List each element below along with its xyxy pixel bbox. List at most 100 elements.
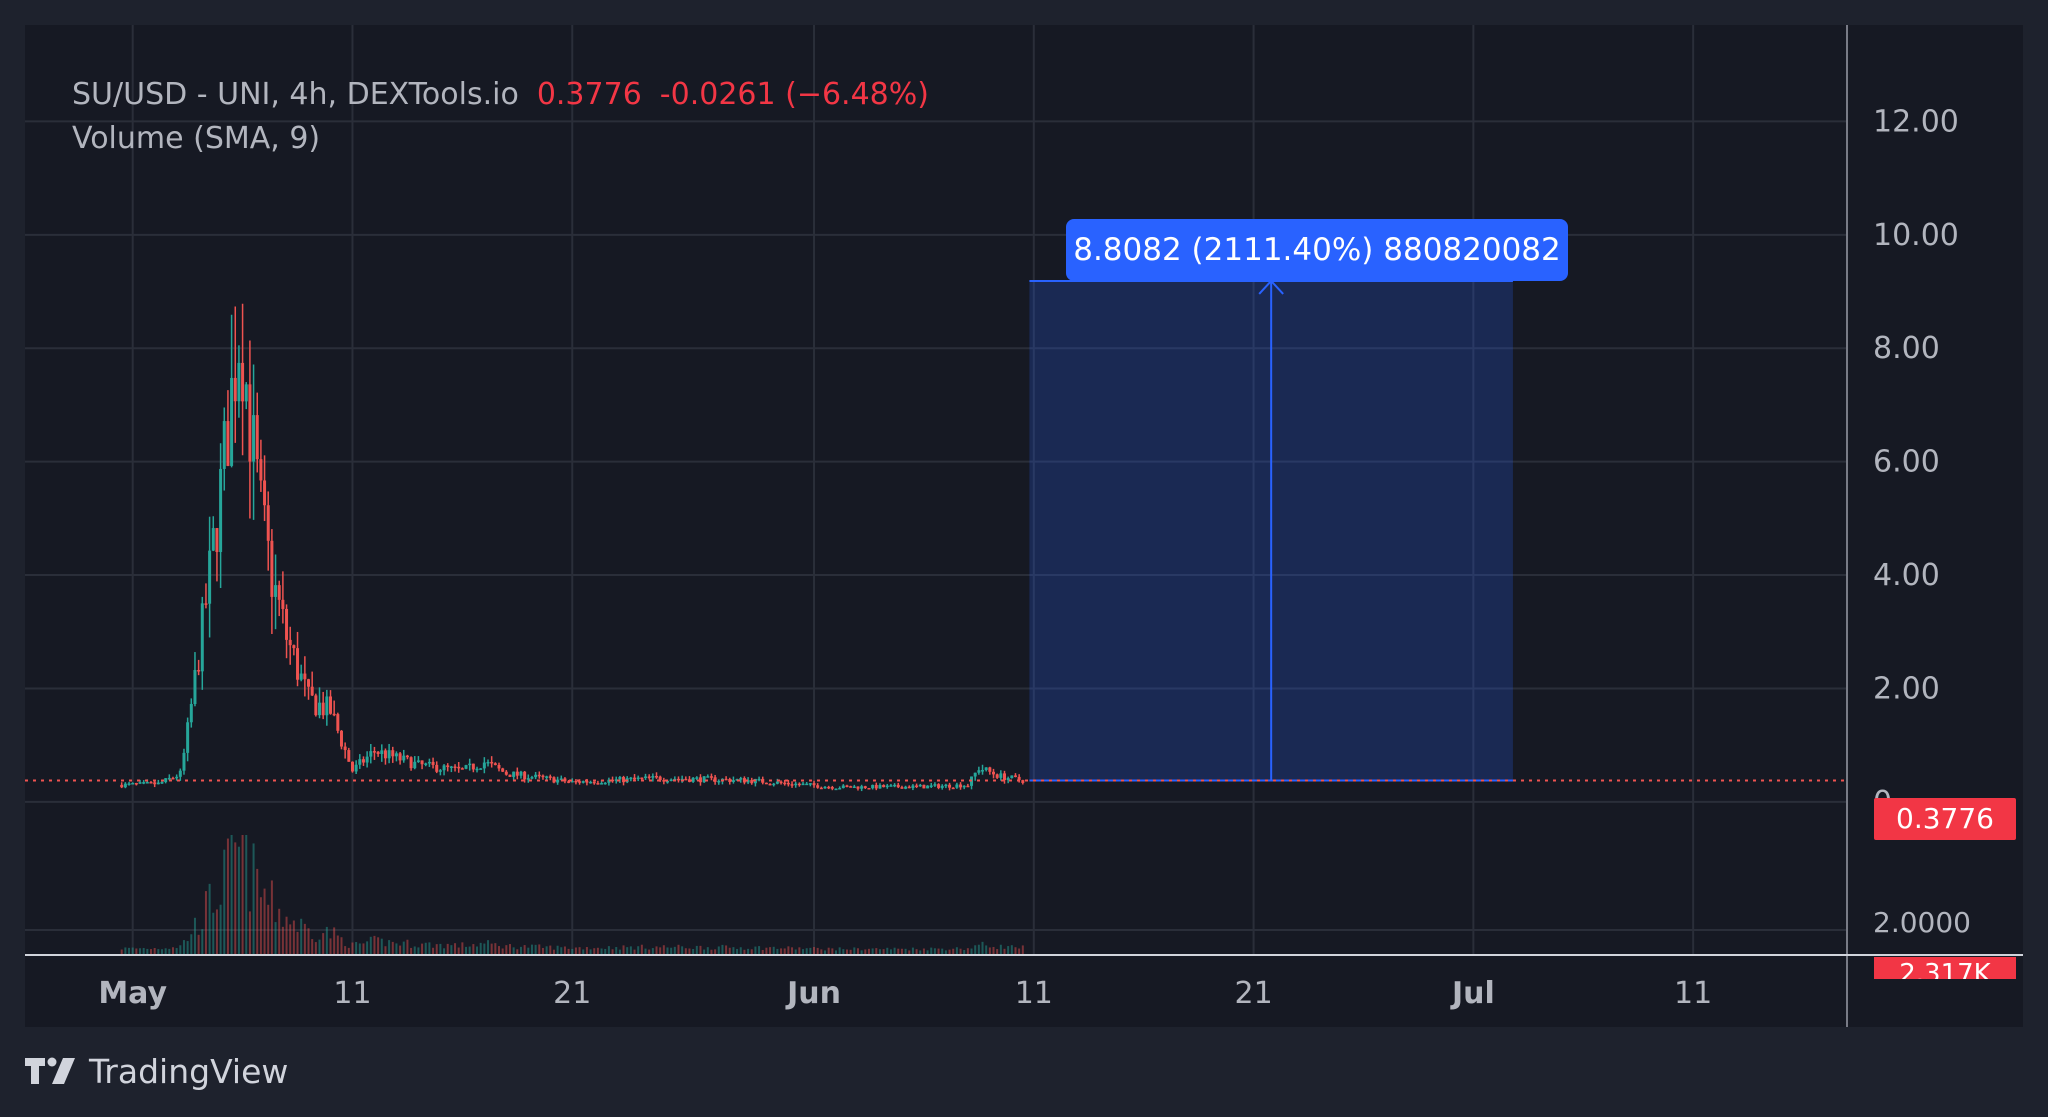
candle xyxy=(120,782,124,789)
volume-bar xyxy=(809,947,812,955)
candle xyxy=(680,775,684,783)
volume-bar xyxy=(1021,945,1024,955)
volume-bar xyxy=(285,916,288,955)
candle xyxy=(394,751,398,762)
candle xyxy=(358,754,362,769)
volume-bar xyxy=(732,947,735,955)
volume-bar xyxy=(1007,946,1010,955)
candle xyxy=(933,782,937,787)
candle xyxy=(1013,773,1017,778)
candle xyxy=(973,772,977,781)
candle xyxy=(197,659,201,676)
candle xyxy=(453,764,457,772)
candle xyxy=(369,744,373,764)
candle xyxy=(1002,770,1006,784)
volume-bar xyxy=(970,948,973,955)
candle xyxy=(984,767,988,772)
candle xyxy=(526,774,530,783)
candles xyxy=(120,303,1025,792)
candle xyxy=(354,760,358,774)
candle xyxy=(318,687,322,719)
candle xyxy=(644,773,648,780)
candle xyxy=(567,780,571,784)
volume-bar xyxy=(714,949,717,955)
volume-bar xyxy=(842,949,845,955)
volume-bar xyxy=(325,926,328,955)
candle xyxy=(651,773,655,782)
candle xyxy=(519,770,523,779)
candle xyxy=(281,571,285,624)
volume-bar xyxy=(922,948,925,955)
change-value: -0.0261 (−6.48%) xyxy=(659,77,929,112)
volume-bar xyxy=(479,942,482,955)
volume-bar xyxy=(567,948,570,955)
volume-bar xyxy=(864,949,867,955)
indicator-label[interactable]: Volume (SMA, 9) xyxy=(72,121,321,156)
candle xyxy=(449,765,453,773)
volume-bar xyxy=(245,835,248,955)
volume-bar xyxy=(754,946,757,955)
volume-bar xyxy=(589,949,592,955)
time-tick-label: May xyxy=(98,976,167,1011)
volume-bar xyxy=(549,945,552,955)
candle xyxy=(929,782,933,788)
time-tick-label: 11 xyxy=(333,976,371,1011)
candle xyxy=(387,743,391,764)
measure-tool[interactable] xyxy=(1029,279,1513,782)
volume-bar xyxy=(446,943,449,955)
candle xyxy=(325,689,329,726)
tradingview-branding[interactable]: TradingView xyxy=(25,1046,288,1096)
volume-bar xyxy=(710,949,713,955)
volume-bar xyxy=(878,949,881,955)
measure-result-label[interactable]: 8.8082 (2111.40%) 880820082 xyxy=(1066,219,1568,281)
candle xyxy=(816,783,820,789)
volume-bar xyxy=(432,947,435,955)
candle xyxy=(827,785,831,790)
candle xyxy=(739,776,743,783)
volume-bar xyxy=(721,944,724,955)
candle xyxy=(790,781,794,788)
volume-bar xyxy=(259,897,262,955)
volume-bar xyxy=(904,948,907,955)
candle xyxy=(995,773,999,779)
volume-bar xyxy=(739,947,742,955)
volume-bar xyxy=(355,942,358,955)
volume-bar xyxy=(362,943,365,955)
candle xyxy=(339,730,343,750)
price-tick-label: 10.00 xyxy=(1873,218,1959,253)
symbol-label[interactable]: SU/USD - UNI, 4h, DEXTools.io xyxy=(72,77,519,112)
volume-bar xyxy=(281,926,284,955)
tradingview-logo-icon xyxy=(25,1057,75,1084)
volume-bar xyxy=(867,948,870,955)
volume-bar xyxy=(596,947,599,955)
volume-bar xyxy=(212,912,215,955)
candle xyxy=(307,678,311,700)
volume-bar xyxy=(725,945,728,955)
volume-bar xyxy=(791,947,794,955)
candle xyxy=(255,392,259,473)
volume-bar xyxy=(695,945,698,955)
price-tick-label: 6.00 xyxy=(1873,445,1940,480)
candle xyxy=(702,776,706,783)
volume-bar xyxy=(886,947,889,955)
volume-bar xyxy=(380,938,383,955)
candle xyxy=(442,764,446,776)
volume-bar xyxy=(424,942,427,955)
chart-panel[interactable]: 12.0010.008.006.004.002.0002.0000May1121… xyxy=(25,25,2023,1027)
candle xyxy=(823,786,827,789)
volume-bar xyxy=(344,946,347,955)
volume-bar xyxy=(743,949,746,955)
volume-bar xyxy=(856,948,859,955)
candle xyxy=(797,782,801,787)
volume-bar xyxy=(772,946,775,955)
candle xyxy=(581,780,585,784)
price-chart[interactable]: 12.0010.008.006.004.002.0002.0000May1121… xyxy=(25,25,2023,1027)
candle xyxy=(614,776,618,784)
volume-bar xyxy=(483,943,486,955)
candle xyxy=(812,780,816,788)
candle xyxy=(171,776,175,780)
candle xyxy=(742,776,746,785)
candle xyxy=(479,768,483,770)
volume-bar xyxy=(351,942,354,955)
candle xyxy=(992,768,996,779)
